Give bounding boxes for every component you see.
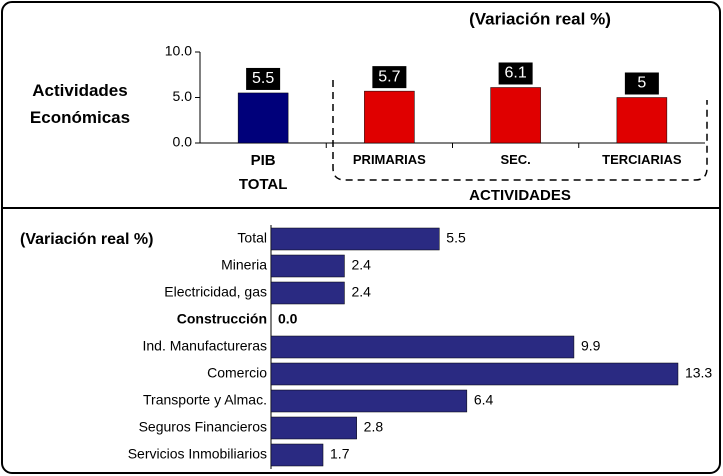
value-label: 2.4 [351,257,371,273]
x-tick-label: PIB TOTAL [239,152,288,193]
bar [270,443,324,467]
y-tick-label: Total [237,230,267,246]
y-tick-label: Transporte y Almac. [143,392,267,408]
value-label: 2.4 [351,284,371,300]
bar [270,254,345,278]
value-label: 6.1 [505,65,527,82]
x-tick-label: PRIMARIAS [353,152,426,167]
y-tick-label: Construcción [177,311,267,327]
value-label: 5.5 [252,70,274,87]
bar [270,281,345,305]
value-label: 5 [637,75,646,92]
y-tick-label: Servicios Inmobiliarios [128,446,267,462]
bar [270,416,357,440]
value-label: 5.5 [446,230,466,246]
y-tick-label: 0.0 [173,134,193,150]
bar [364,90,415,144]
y-tick-label: Mineria [221,257,267,273]
value-label: 13.3 [685,365,712,381]
y-tick-label: Seguros Financieros [139,419,267,435]
bar [270,362,679,386]
bar [270,335,575,359]
y-tick-label: Ind. Manufactureras [142,338,267,354]
y-tick-label: 10.0 [165,43,192,59]
group-bracket [332,80,708,181]
x-tick-label: TERCIARIAS [602,152,682,167]
chart-title: (Variación real %) [469,9,611,28]
x-tick-label: SEC. [500,152,530,167]
y-tick-label: Electricidad, gas [164,284,267,300]
bar [270,389,468,413]
value-label: 6.4 [474,392,494,408]
bar [270,227,440,251]
group-label: ACTIVIDADES [469,187,571,204]
bar [490,87,541,144]
value-label: 5.7 [378,68,400,85]
y-axis-label: Actividades Económicas [30,81,130,127]
value-label: 0.0 [278,311,298,327]
y-tick-label: 5.0 [173,88,193,104]
value-label-box [624,72,659,95]
value-label: 9.9 [581,338,601,354]
bar [237,92,289,144]
chart-title: (Variación real %) [20,231,153,248]
bar [616,97,668,144]
value-label-box [246,67,281,90]
y-tick-label: Comercio [207,365,267,381]
value-label: 2.8 [364,419,384,435]
value-label-box [498,62,533,85]
value-label: 1.7 [330,446,350,462]
value-label-box [372,66,407,89]
